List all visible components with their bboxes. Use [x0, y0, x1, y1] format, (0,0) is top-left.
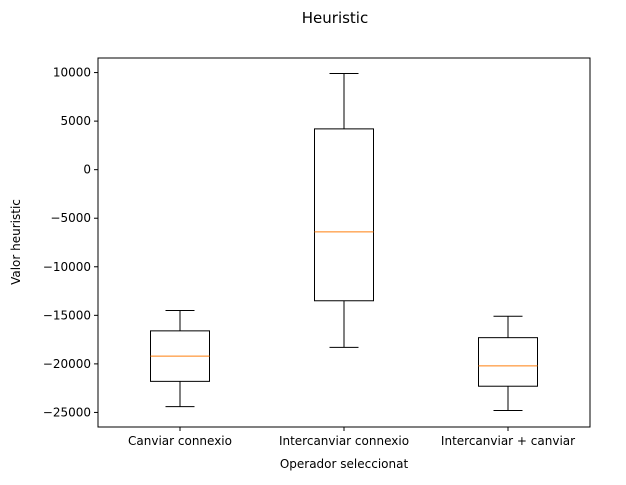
iqr-box: [314, 128, 374, 302]
y-tick-label: 5000: [60, 114, 91, 128]
y-tick-label: −15000: [43, 308, 91, 322]
y-tick-label: 0: [83, 163, 91, 177]
box-series-1: [150, 309, 210, 408]
x-axis-label: Operador seleccionat: [280, 457, 409, 471]
x-axis: Canviar connexio Intercanviar connexio Int…: [128, 427, 575, 448]
y-tick-label: 10000: [53, 66, 91, 80]
box-series-3: [478, 315, 538, 411]
boxes-group: [150, 73, 538, 411]
y-tick-label: −5000: [50, 211, 91, 225]
chart-title: Heuristic: [302, 9, 368, 27]
x-tick-label: Intercanviar connexio: [279, 434, 409, 448]
iqr-box: [478, 337, 538, 387]
y-axis-label: Valor heuristic: [9, 199, 23, 285]
y-tick-label: −10000: [43, 260, 91, 274]
y-tick-label: −25000: [43, 405, 91, 419]
x-tick-label: Canviar connexio: [128, 434, 232, 448]
x-tick-label: Intercanviar + canviar: [441, 434, 575, 448]
box-series-2: [314, 73, 374, 348]
y-tick-label: −20000: [43, 357, 91, 371]
y-axis: 10000 5000 0 −5000 −10000 −15000 −20000 −25000: [43, 66, 98, 419]
